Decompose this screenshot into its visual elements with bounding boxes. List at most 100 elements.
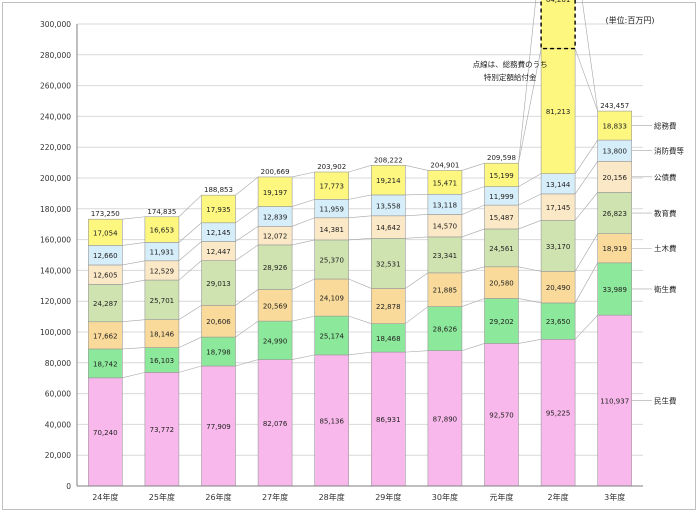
- bar-segment: [484, 162, 519, 187]
- data-label: 18,742: [93, 360, 118, 368]
- data-label: 20,606: [206, 318, 231, 326]
- connector-line: [348, 238, 372, 241]
- x-tick-label: 27年度: [262, 492, 288, 502]
- bar-segment: [540, 48, 576, 174]
- bar-segment: [144, 216, 180, 243]
- data-label: 22,878: [376, 303, 401, 311]
- connector-line: [461, 204, 485, 215]
- bar-segment: [257, 320, 293, 360]
- connector-line: [348, 278, 372, 289]
- series-label: 土木費: [654, 243, 677, 253]
- data-label: 15,487: [489, 214, 514, 222]
- x-tick-label: 29年度: [375, 492, 401, 502]
- data-label: 29,013: [206, 280, 231, 288]
- data-label: 23,341: [433, 252, 458, 260]
- connector-line: [235, 320, 259, 338]
- bar-segment: [427, 170, 463, 195]
- connector-line: [235, 176, 259, 196]
- bar-segment: [540, 339, 576, 487]
- bar-segment: [314, 239, 350, 280]
- x-tick-label: 25年度: [149, 492, 175, 502]
- y-tick-label: 200,000: [40, 174, 71, 183]
- bar-segment: [484, 266, 519, 299]
- bar-segment: [144, 347, 180, 373]
- bar-segment: [314, 171, 350, 200]
- bar-segment: [88, 348, 123, 379]
- connector-line: [574, 262, 598, 304]
- data-label: 25,370: [319, 256, 344, 264]
- x-tick-label: 3年度: [604, 492, 625, 502]
- y-tick-label: 60,000: [45, 390, 71, 399]
- data-label: 17,145: [546, 204, 571, 212]
- data-label: 12,529: [150, 267, 175, 275]
- series-label: 民生費: [654, 396, 677, 406]
- data-label: 12,145: [206, 229, 231, 237]
- x-tick-label: 2年度: [548, 492, 569, 502]
- data-label: 87,890: [433, 415, 458, 423]
- data-label: 11,959: [319, 206, 344, 214]
- data-label: 20,580: [489, 280, 514, 288]
- y-tick-label: 100,000: [40, 328, 71, 337]
- data-label: 14,570: [433, 223, 458, 231]
- data-label: 18,468: [376, 335, 401, 343]
- y-tick-label: 220,000: [40, 143, 71, 152]
- bar-segment: [484, 298, 519, 344]
- connector-line: [235, 359, 259, 367]
- bar-segment: [540, 193, 576, 221]
- connector-line: [292, 239, 315, 246]
- connector-line: [291, 278, 315, 290]
- connector-line: [574, 314, 598, 340]
- data-label: 23,650: [546, 318, 571, 326]
- data-label: 11,931: [150, 249, 175, 257]
- data-label: 17,662: [93, 332, 118, 340]
- data-label: 21,885: [433, 287, 458, 295]
- connector-line: [348, 165, 372, 173]
- data-label: 16,103: [150, 357, 175, 365]
- chart-frame: [2, 2, 696, 510]
- series-label: 消防費等: [654, 146, 684, 156]
- y-tick-label: 40,000: [45, 420, 71, 429]
- data-label: 95,225: [546, 410, 571, 418]
- bar-segment: [597, 110, 633, 141]
- bar-segment: [144, 279, 180, 320]
- data-label: 24,990: [263, 337, 288, 345]
- data-label: 110,937: [600, 398, 629, 406]
- connector-line: [574, 139, 598, 174]
- series-label: 衛生費: [654, 284, 677, 294]
- total-label: 200,669: [261, 168, 290, 176]
- connector-line: [235, 206, 259, 224]
- y-tick-label: 0: [66, 482, 71, 491]
- data-label: 24,109: [319, 295, 344, 303]
- total-label: 173,250: [91, 210, 120, 218]
- data-label: 15,199: [489, 172, 514, 180]
- data-label: 17,054: [93, 229, 118, 237]
- data-label: 12,605: [93, 272, 118, 280]
- series-label: 総務費: [654, 121, 677, 131]
- unit-label: (単位:百万円): [606, 15, 655, 25]
- annotation-line-1: 点線は、総務費のうち: [473, 59, 548, 69]
- y-tick-label: 300,000: [40, 20, 71, 29]
- y-tick-label: 120,000: [40, 297, 71, 306]
- bar-segment: [257, 176, 293, 207]
- data-label: 28,926: [263, 264, 288, 272]
- special-data-label: 64,261: [546, 0, 571, 4]
- data-label: 18,146: [150, 331, 175, 339]
- data-label: 18,833: [602, 123, 627, 131]
- y-tick-label: 140,000: [40, 266, 71, 275]
- connector-line: [122, 319, 145, 323]
- data-label: 13,558: [376, 202, 401, 210]
- bar-segment: [201, 194, 236, 224]
- data-label: 12,072: [263, 233, 288, 241]
- data-label: 29,202: [489, 318, 514, 326]
- bar-segment: [370, 323, 406, 353]
- data-label: 82,076: [263, 420, 288, 428]
- bar-segment: [484, 228, 519, 268]
- data-label: 92,570: [489, 412, 514, 420]
- bar-segment: [88, 377, 123, 487]
- bar-segment: [597, 161, 633, 193]
- connector-line: [461, 228, 485, 238]
- total-label: 174,835: [147, 208, 176, 216]
- connector-line: [518, 173, 542, 187]
- data-label: 32,531: [376, 260, 401, 268]
- connector-line: [235, 226, 259, 242]
